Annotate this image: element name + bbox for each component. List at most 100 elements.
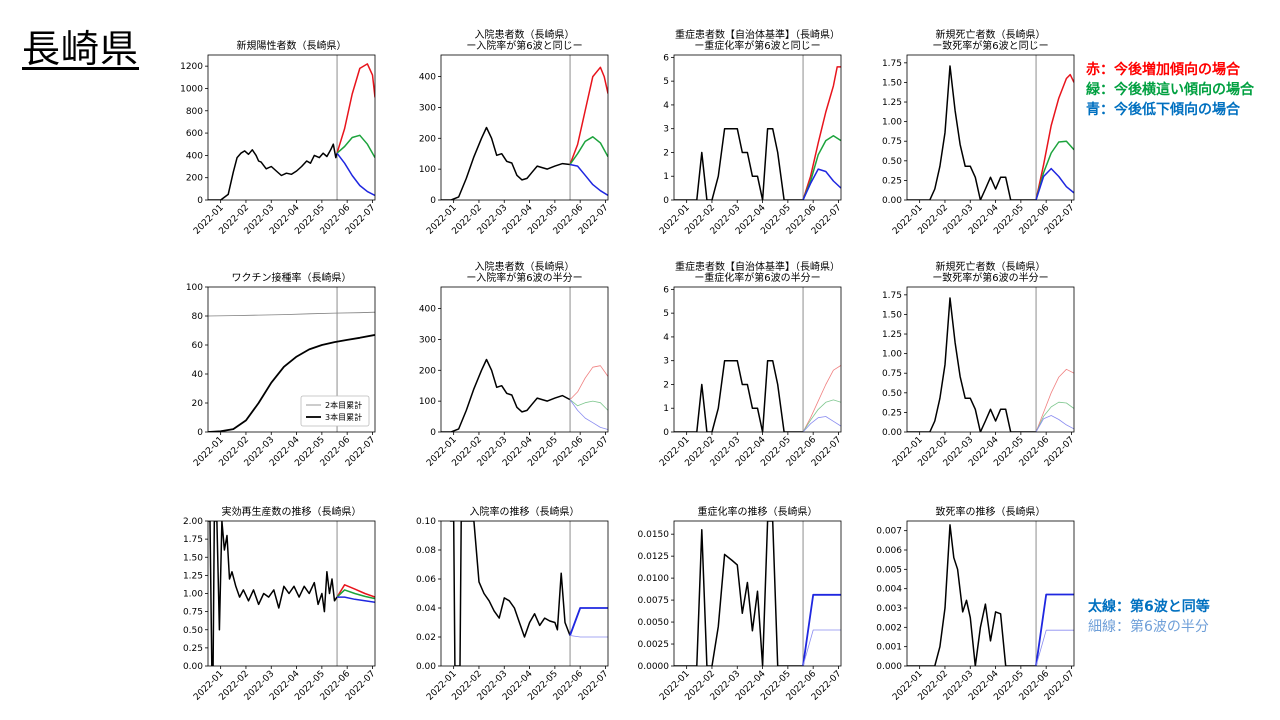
series-past [208,521,338,666]
chart-title: 重症患者数【自治体基準】（長崎県） [675,260,840,273]
y-tick-label: 600 [186,129,203,139]
y-tick-label: 0.0000 [638,662,670,672]
y-tick-label: 0.08 [416,546,436,556]
series-past [441,358,571,432]
plot-frame [207,286,376,433]
y-tick-label: 1.50 [882,78,902,88]
y-tick-label: 0.0050 [638,618,670,628]
series-decrease [569,163,608,197]
series-past [441,126,571,200]
y-tick-label: 0.002 [876,623,902,633]
y-tick-label: 0.000 [876,662,902,672]
y-tick-label: 400 [419,73,436,83]
y-tick-label: 1.75 [882,291,902,301]
y-tick-label: 2.00 [183,517,203,527]
y-tick-label: 200 [419,366,436,376]
y-tick-label: 400 [186,151,203,161]
series-decrease [1035,167,1074,200]
series-increase [1035,368,1074,432]
y-tick-label: 0 [663,428,669,438]
series-past [449,521,571,666]
y-tick-label: 0.007 [876,527,902,537]
series-past [208,143,338,200]
plot-frame [440,520,609,667]
y-tick-label: 6 [663,285,669,295]
legend-thick-line: 太線：第6波と同等 [1088,599,1210,615]
series-past [907,524,1036,666]
series-decrease [569,399,608,430]
plot-frame [906,54,1075,201]
series-past [674,359,803,432]
chart-title: ワクチン接種率（長崎県） [232,271,352,284]
y-tick-label: 1000 [180,84,203,94]
y-tick-label: 1200 [180,62,203,72]
chart-c5: ワクチン接種率（長崎県）0204060801002022-012022-0220… [186,271,378,469]
y-tick-label: 0.0100 [638,574,670,584]
series-past [907,65,1036,200]
y-tick-label: 1.25 [183,571,203,581]
y-tick-label: 1.00 [183,590,203,600]
series-flat [802,135,841,200]
y-tick-label: 5 [663,309,669,319]
chart-title: 重症患者数【自治体基準】（長崎県） [675,28,840,41]
series-flat [569,136,608,165]
chart-c12: 致死率の推移（長崎県） 0.000 0.001 0.002 0.003 0.004 0.00… [876,505,1076,703]
y-tick-label: 800 [186,107,203,117]
chart-c8: 新規死亡者数（長崎県）ー致死率が第6波の半分ー 0.00 0.25 0.50 0.75 1… [882,260,1077,469]
plot-frame [673,520,842,667]
y-tick-label: 0 [197,196,203,206]
series-dose2 [208,311,375,317]
y-tick-label: 200 [186,174,203,184]
y-tick-label: 0.0150 [638,530,670,540]
chart-title: 入院率の推移（長崎県） [470,505,580,518]
y-tick-label: 0.006 [876,546,902,556]
series-past [674,521,803,666]
series-increase [569,365,608,400]
series-decrease [802,593,841,666]
y-tick-label: 0.10 [416,517,436,527]
y-tick-label: 1.75 [882,59,902,69]
series-past [907,297,1036,432]
chart-title: ー重症化率が第6波の半分ー [694,271,820,284]
y-tick-label: 0.50 [183,626,203,636]
series-increase [336,584,375,598]
y-tick-label: 0.75 [882,369,902,379]
series-flat [336,589,375,600]
y-tick-label: 60 [192,341,204,351]
chart-title: ー入院率が第6波と同じー [466,39,582,52]
chart-title: ー入院率が第6波の半分ー [466,271,582,284]
chart-legend [300,395,370,427]
y-tick-label: 6 [663,53,669,63]
y-tick-label: 300 [419,103,436,113]
y-tick-label: 1 [663,404,669,414]
y-tick-label: 0 [430,196,436,206]
chart-title: ー致死率が第6波の半分ー [932,271,1048,284]
chart-title: 新規陽性者数（長崎県） [237,39,347,52]
y-tick-label: 0.02 [416,633,436,643]
chart-title: 致死率の推移（長崎県） [936,505,1046,518]
y-tick-label: 0 [197,428,203,438]
chart-c4: 新規死亡者数（長崎県）ー致死率が第6波と同じー 0.00 0.25 0.50 0.75 1… [882,28,1077,237]
chart-c11: 重症化率の推移（長崎県） 0.0000 0.0025 0.0050 0.0075 0.01… [638,505,844,703]
chart-title: ー重症化率が第6波と同じー [694,39,820,52]
y-tick-label: 80 [192,312,204,322]
plot-frame [207,54,376,201]
series-decrease [569,607,608,636]
y-tick-label: 0.00 [882,428,902,438]
chart-title: 新規死亡者数（長崎県） [936,260,1046,273]
plot-frame [440,286,609,433]
y-tick-label: 0.0075 [638,596,670,606]
y-tick-label: 0.50 [882,157,902,167]
series-dose3 [208,334,375,432]
y-tick-label: 20 [192,399,204,409]
trend-legend: 赤：今後増加傾向の場合 緑：今後横這い傾向の場合 青：今後低下傾向の場合 [1086,60,1254,120]
plot-frame [906,520,1075,667]
plot-frame [207,520,376,667]
y-tick-label: 3 [663,125,669,135]
y-tick-label: 0.25 [882,176,902,186]
chart-title: 重症化率の推移（長崎県） [698,505,818,518]
y-tick-label: 0.75 [183,608,203,618]
line-legend: 太線：第6波と同等 細線：第6波の半分 [1088,597,1210,637]
y-tick-label: 0.75 [882,137,902,147]
